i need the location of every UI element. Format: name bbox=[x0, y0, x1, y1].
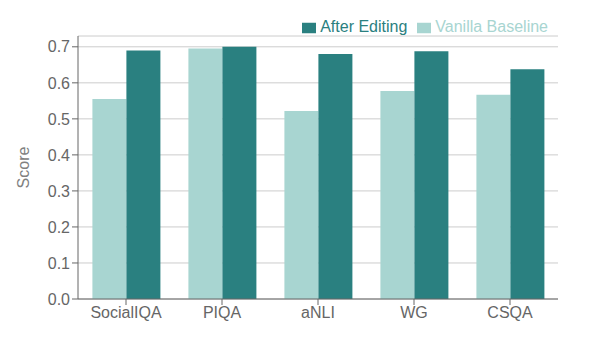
svg-text:CSQA: CSQA bbox=[487, 304, 533, 321]
svg-text:0.4: 0.4 bbox=[48, 147, 70, 164]
svg-text:0.3: 0.3 bbox=[48, 183, 70, 200]
svg-text:Score: Score bbox=[15, 147, 32, 189]
svg-text:PIQA: PIQA bbox=[203, 304, 242, 321]
svg-text:0.5: 0.5 bbox=[48, 111, 70, 128]
html-text:Vanilla Baseline: Vanilla Baseline bbox=[435, 18, 548, 35]
svg-text:0.0: 0.0 bbox=[48, 291, 70, 308]
html-text:After Editing: After Editing bbox=[320, 18, 408, 35]
svg-text:0.1: 0.1 bbox=[48, 255, 70, 272]
svg-text:0.6: 0.6 bbox=[48, 75, 70, 92]
svg-text:SocialIQA: SocialIQA bbox=[90, 304, 161, 321]
svg-text:0.7: 0.7 bbox=[48, 38, 70, 55]
svg-text:WG: WG bbox=[400, 304, 428, 321]
svg-text:0.2: 0.2 bbox=[48, 219, 70, 236]
svg-text:aNLI: aNLI bbox=[301, 304, 335, 321]
